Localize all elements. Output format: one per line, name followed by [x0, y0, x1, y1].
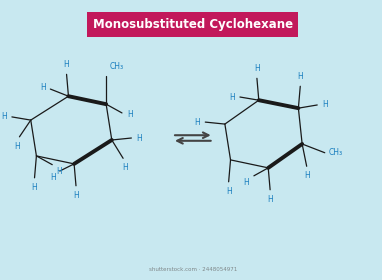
Text: H: H — [298, 72, 303, 81]
Text: H: H — [127, 110, 133, 119]
Text: H: H — [136, 134, 142, 143]
Text: shutterstock.com · 2448054971: shutterstock.com · 2448054971 — [149, 267, 237, 272]
Text: H: H — [229, 92, 235, 102]
Text: H: H — [50, 173, 56, 183]
Text: H: H — [304, 171, 309, 180]
Text: H: H — [40, 83, 46, 92]
Text: H: H — [267, 195, 273, 204]
Text: H: H — [254, 64, 260, 73]
Text: CH₃: CH₃ — [329, 148, 343, 157]
Text: H: H — [64, 60, 70, 69]
Text: CH₃: CH₃ — [110, 62, 124, 71]
Text: H: H — [1, 112, 7, 122]
FancyBboxPatch shape — [87, 12, 298, 36]
Text: H: H — [123, 163, 128, 172]
Text: H: H — [244, 178, 249, 187]
Text: H: H — [73, 191, 79, 200]
Text: H: H — [226, 187, 231, 196]
Text: H: H — [14, 142, 20, 151]
Text: H: H — [194, 118, 201, 127]
Text: H: H — [56, 167, 62, 176]
Text: H: H — [322, 101, 328, 109]
Text: H: H — [32, 183, 37, 192]
Text: Monosubstituted Cyclohexane: Monosubstituted Cyclohexane — [93, 18, 293, 31]
